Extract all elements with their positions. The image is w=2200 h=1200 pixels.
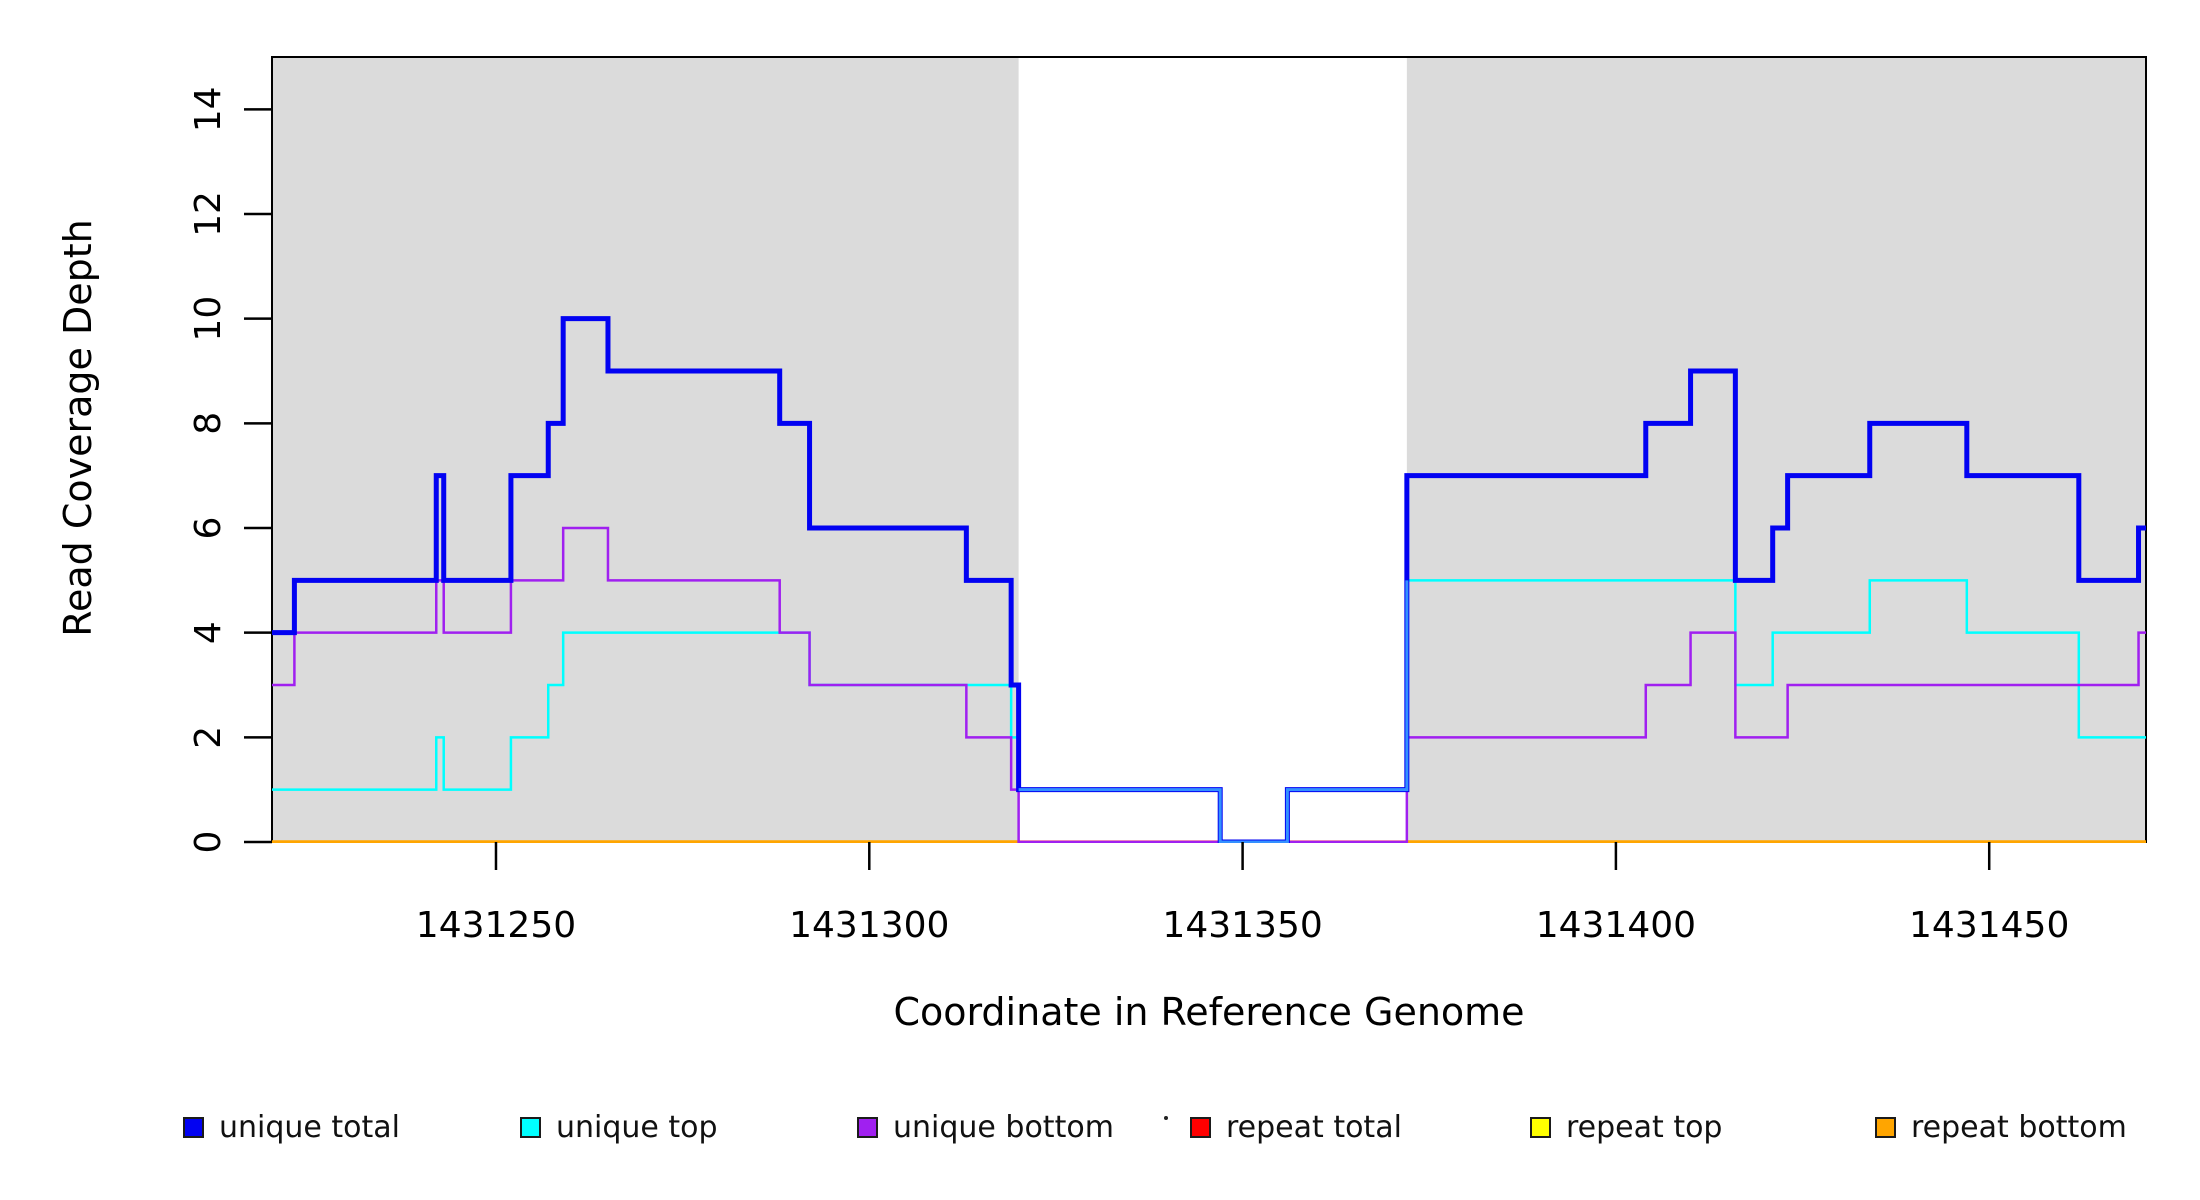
series-line-unique-bottom (272, 526, 2146, 843)
x-tick-label: 1431250 (416, 905, 576, 946)
unique-top-swatch-icon (520, 1116, 541, 1138)
series-group (272, 316, 2146, 843)
legend-label: repeat top (1566, 1109, 1723, 1145)
unique-bottom-swatch-icon (857, 1116, 878, 1138)
legend-item-repeat-bottom: repeat bottom (1875, 1109, 2127, 1145)
legend-label: unique top (556, 1109, 718, 1145)
repeat-total-swatch-icon (1190, 1116, 1211, 1138)
x-axis-title: Coordinate in Reference Genome (893, 990, 1525, 1034)
legend-label: repeat bottom (1911, 1109, 2127, 1145)
x-tick-label: 1431350 (1162, 905, 1322, 946)
repeat-bottom-swatch-icon (1875, 1116, 1896, 1138)
shaded-region (272, 57, 1019, 842)
legend-item-unique-bottom: unique bottom (857, 1109, 1114, 1145)
legend-item-unique-total: unique total (183, 1109, 401, 1145)
legend-item-repeat-total: repeat total (1190, 1109, 1402, 1145)
legend-label: repeat total (1226, 1109, 1402, 1145)
y-tick-label: 8 (188, 412, 229, 435)
legend-item-unique-top: unique top (520, 1109, 718, 1145)
y-tick-label: 2 (188, 726, 229, 749)
y-tick-label: 0 (188, 831, 229, 854)
x-tick-label: 1431450 (1909, 905, 2069, 946)
y-tick-label: 4 (188, 621, 229, 644)
repeat-top-swatch-icon (1530, 1116, 1551, 1138)
y-axis-title: Read Coverage Depth (56, 219, 100, 637)
unique-total-swatch-icon (183, 1116, 204, 1138)
y-tick-label: 10 (188, 296, 229, 342)
stray-dot (1164, 1116, 1168, 1120)
legend-label: unique bottom (893, 1109, 1114, 1145)
legend-label: unique total (219, 1109, 401, 1145)
y-tick-label: 12 (188, 191, 229, 237)
x-tick-label: 1431300 (789, 905, 949, 946)
legend-item-repeat-top: repeat top (1530, 1109, 1723, 1145)
x-tick-label: 1431400 (1536, 905, 1696, 946)
shaded-region (1406, 57, 2146, 842)
y-tick-label: 6 (188, 517, 229, 540)
y-tick-label: 14 (188, 86, 229, 132)
series-line-gap-total-overlay (1018, 580, 1409, 843)
